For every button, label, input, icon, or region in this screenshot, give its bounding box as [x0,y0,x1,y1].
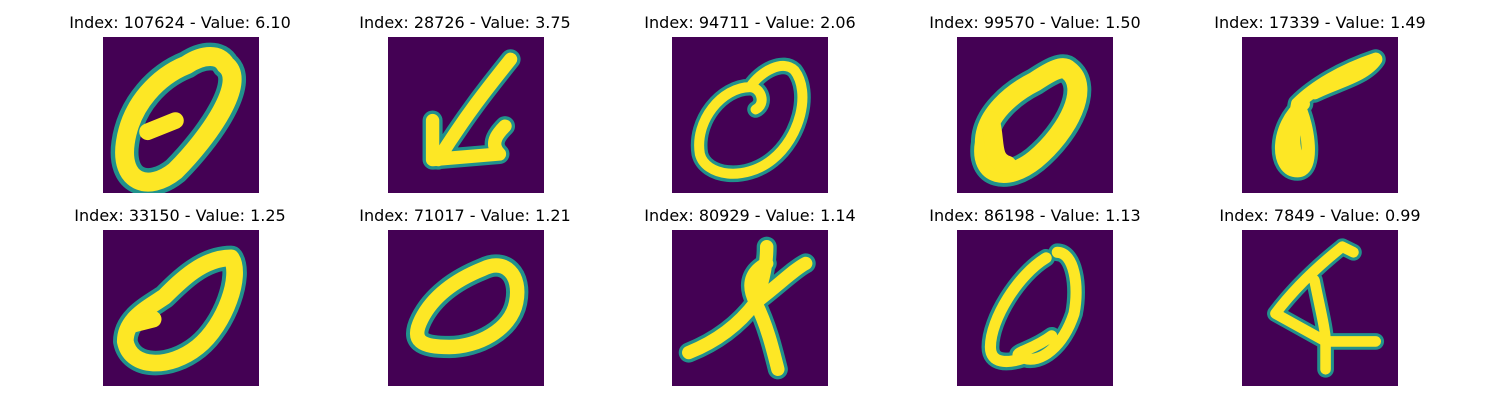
digit-arrow-image [388,37,544,193]
panel-title-5: Index: 17339 - Value: 1.49 [1214,13,1426,32]
digit-image-9 [957,230,1113,386]
panel-title-8: Index: 80929 - Value: 1.14 [644,206,856,225]
digit-zero-image [957,230,1113,386]
digit-eight-image [1242,37,1398,193]
digit-image-7 [388,230,544,386]
panel-title-10: Index: 7849 - Value: 0.99 [1219,206,1421,225]
panel-title-3: Index: 94711 - Value: 2.06 [644,13,856,32]
digit-zero-image [957,37,1113,193]
digit-zero-image [103,230,259,386]
digit-image-2 [388,37,544,193]
panel-title-9: Index: 86198 - Value: 1.13 [929,206,1141,225]
digit-zero-image [103,37,259,193]
digit-image-6 [103,230,259,386]
digit-image-4 [957,37,1113,193]
panel-title-2: Index: 28726 - Value: 3.75 [359,13,571,32]
panel-title-6: Index: 33150 - Value: 1.25 [74,206,286,225]
digit-zero-image [388,230,544,386]
panel-title-1: Index: 107624 - Value: 6.10 [69,13,291,32]
digit-x-image [672,230,828,386]
digit-four-image [1242,230,1398,386]
digit-image-1 [103,37,259,193]
digit-image-3 [672,37,828,193]
digit-image-5 [1242,37,1398,193]
panel-title-7: Index: 71017 - Value: 1.21 [359,206,571,225]
digit-image-10 [1242,230,1398,386]
panel-title-4: Index: 99570 - Value: 1.50 [929,13,1141,32]
digit-zero-image [672,37,828,193]
digit-image-8 [672,230,828,386]
